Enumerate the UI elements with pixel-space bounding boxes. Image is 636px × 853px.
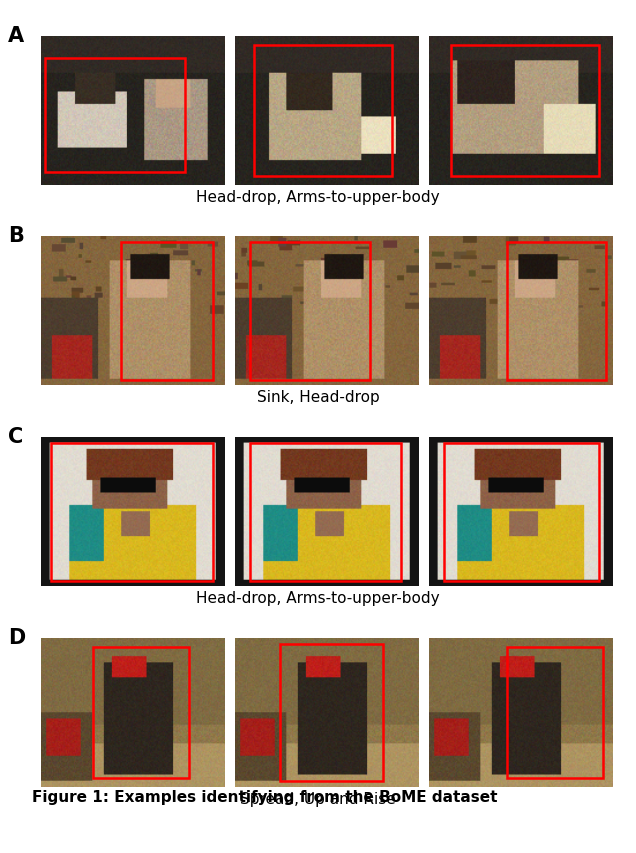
Bar	[250, 444, 401, 581]
Text: A: A	[8, 26, 24, 45]
Bar	[250, 243, 370, 380]
Text: Sink, Head-drop: Sink, Head-drop	[256, 390, 380, 405]
Bar	[93, 647, 189, 778]
Bar	[507, 243, 606, 380]
Bar	[280, 644, 383, 781]
Text: C: C	[8, 426, 23, 446]
Bar	[45, 59, 185, 172]
Bar	[507, 647, 603, 778]
Bar	[444, 444, 599, 581]
Bar	[121, 243, 213, 380]
Bar	[452, 45, 599, 177]
Text: Head-drop, Arms-to-upper-body: Head-drop, Arms-to-upper-body	[196, 189, 440, 205]
Bar	[51, 444, 213, 581]
Text: Spread, Up and Rise: Spread, Up and Rise	[240, 791, 396, 806]
Text: B: B	[8, 226, 24, 246]
Text: D: D	[8, 627, 25, 647]
Text: Head-drop, Arms-to-upper-body: Head-drop, Arms-to-upper-body	[196, 590, 440, 606]
Bar	[254, 45, 392, 177]
Text: Figure 1: Examples identifying from the BoME dataset: Figure 1: Examples identifying from the …	[32, 789, 497, 804]
